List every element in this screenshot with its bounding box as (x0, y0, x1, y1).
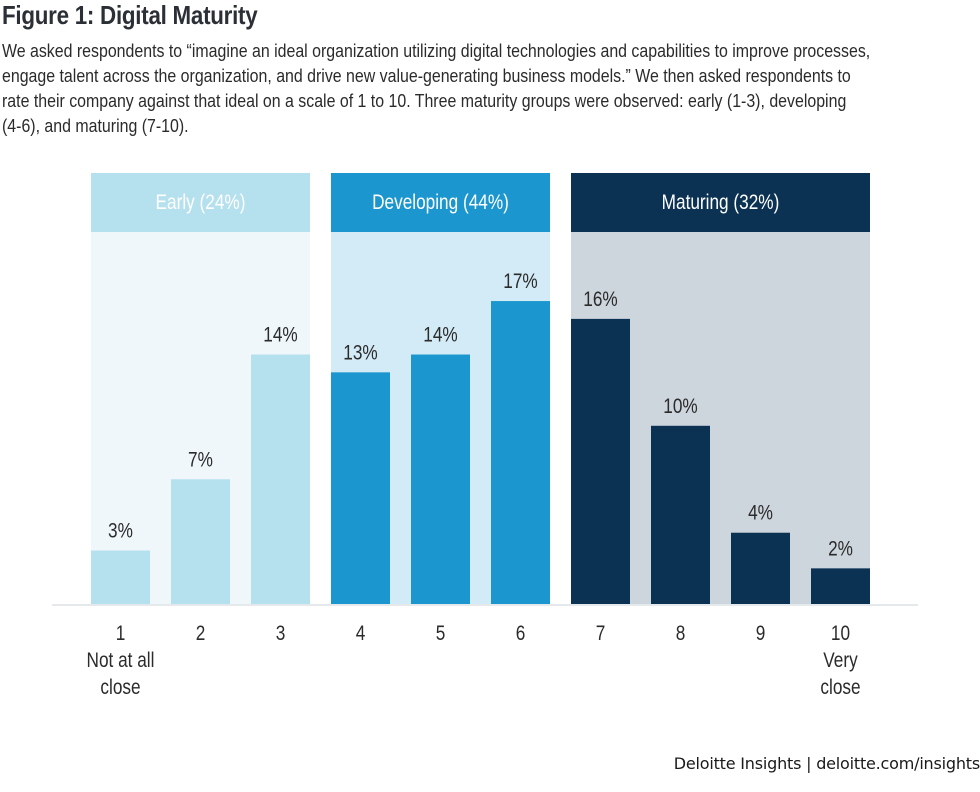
x-tick-label: 2 (196, 623, 206, 646)
x-tick-sublabel: Very (823, 650, 858, 673)
data-label: 4% (748, 502, 773, 525)
data-label: 7% (188, 449, 213, 472)
bar (731, 532, 790, 604)
description-line: (4-6), and maturing (7-10). (2, 115, 189, 136)
group-header-label: Developing (44%) (372, 192, 509, 215)
x-tick-label: 7 (596, 623, 606, 646)
data-label: 16% (583, 288, 617, 311)
x-tick-sublabel: Not at all (87, 650, 155, 673)
x-tick-label: 10 (831, 623, 850, 646)
x-tick-sublabel: close (820, 677, 860, 700)
data-label: 14% (423, 324, 457, 347)
bar (811, 568, 870, 604)
bar (171, 479, 230, 604)
figure-title: Figure 1: Digital Maturity (2, 0, 258, 30)
x-tick-sublabel: close (100, 677, 140, 700)
description-line: rate their company against that ideal on… (2, 90, 847, 111)
bar (251, 354, 310, 604)
group-header-label: Maturing (32%) (662, 192, 780, 215)
bar (491, 301, 550, 604)
data-label: 14% (263, 324, 297, 347)
bar (571, 318, 630, 604)
source-footer: Deloitte Insights | deloitte.com/insight… (673, 754, 980, 773)
data-label: 2% (828, 538, 853, 561)
data-label: 17% (503, 271, 537, 294)
group-header-label: Early (24%) (156, 192, 246, 215)
bar (411, 354, 470, 604)
x-tick-label: 5 (436, 623, 446, 646)
group-header (91, 173, 310, 232)
figure-description: We asked respondents to “imagine an idea… (2, 38, 939, 138)
x-tick-label: 4 (356, 623, 366, 646)
bar (331, 372, 390, 604)
data-label: 10% (663, 395, 697, 418)
data-label: 3% (108, 520, 133, 543)
x-tick-label: 1 (116, 623, 126, 646)
description-line: engage talent across the organization, a… (2, 65, 851, 86)
x-tick-label: 3 (276, 623, 286, 646)
data-label: 13% (343, 342, 377, 365)
bar (91, 550, 150, 604)
x-tick-label: 8 (676, 623, 686, 646)
group-header (571, 173, 870, 232)
x-tick-label: 6 (516, 623, 526, 646)
group-header (331, 173, 550, 232)
x-tick-label: 9 (756, 623, 766, 646)
bar (651, 425, 710, 604)
description-line: We asked respondents to “imagine an idea… (2, 40, 871, 61)
